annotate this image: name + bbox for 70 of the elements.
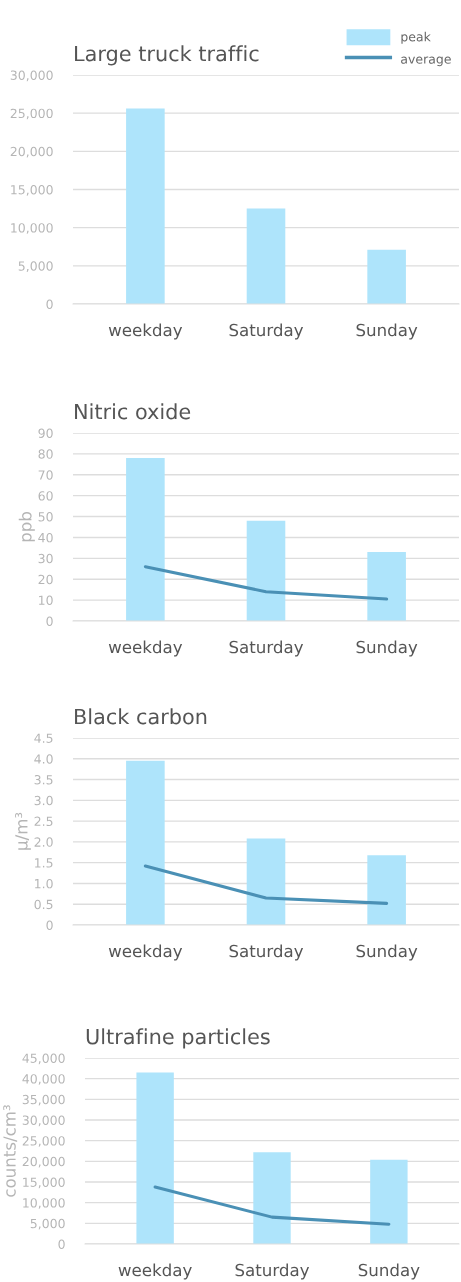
y-tick-label: 60 (38, 491, 53, 501)
x-tick-label: Sunday (356, 323, 418, 340)
x-tick-label: Sunday (358, 1263, 420, 1280)
x-tick-label: Sunday (356, 640, 418, 657)
bar (370, 1159, 408, 1244)
y-tick-label: 10 (39, 595, 53, 606)
y-tick-label: 30,000 (22, 1115, 65, 1127)
y-tick-label: 2.5 (34, 816, 53, 827)
bar (367, 249, 406, 304)
y-tick-label: 10,000 (11, 223, 53, 234)
x-tick-label: Saturday (229, 323, 304, 340)
x-tick-label: Saturday (229, 640, 304, 657)
y-tick-label: 1.5 (35, 858, 53, 868)
y-tick-label: 30,000 (10, 70, 53, 82)
bar (367, 552, 406, 621)
y-tick-label: 0 (46, 616, 53, 626)
y-tick-label: 90 (38, 428, 53, 438)
y-tick-label: 0 (58, 1239, 65, 1249)
bar (126, 760, 165, 925)
bar (126, 458, 165, 621)
chart-title: Large truck traffic (75, 45, 259, 66)
bar (246, 520, 286, 621)
y-tick-label: 25,000 (10, 108, 53, 120)
y-tick-label: 15,000 (11, 184, 53, 196)
bar (136, 1072, 174, 1244)
chart-title: Black carbon (75, 708, 207, 725)
y-tick-label: 20,000 (22, 1156, 65, 1168)
legend-label: average (401, 56, 451, 67)
bar (367, 855, 406, 925)
x-tick-label: Saturday (235, 1263, 310, 1280)
y-tick-label: 80 (38, 449, 53, 459)
y-tick-label: 5,000 (30, 1218, 65, 1230)
chart-title: Nitric oxide (75, 403, 191, 420)
y-tick-label: 0 (46, 920, 53, 930)
x-tick-label: weekday (108, 640, 183, 657)
y-tick-label: 30 (38, 553, 53, 564)
y-tick-label: 4.5 (34, 733, 53, 743)
x-tick-label: weekday (108, 323, 183, 340)
y-tick-label: 40 (38, 532, 53, 543)
y-tick-label: 50 (38, 512, 53, 522)
y-tick-label: 25,000 (22, 1136, 65, 1147)
y-tick-label: 40,000 (22, 1074, 65, 1085)
y-axis-title: μ/m³ (15, 812, 31, 850)
y-tick-label: 3.5 (34, 775, 53, 785)
y-tick-label: 20,000 (10, 146, 53, 158)
y-tick-label: 3.0 (34, 795, 53, 806)
y-tick-label: 4.0 (34, 754, 53, 764)
y-tick-label: 5,000 (18, 261, 53, 273)
y-tick-label: 20 (38, 574, 53, 585)
y-axis-title: ppb (18, 512, 35, 542)
y-tick-label: 0 (46, 299, 53, 309)
y-tick-label: 1.0 (35, 878, 53, 889)
x-tick-label: Sunday (356, 944, 418, 961)
legend-label: peak (401, 31, 431, 44)
y-axis-title: counts/cm³ (3, 1105, 18, 1197)
y-tick-label: 15,000 (23, 1177, 65, 1189)
chart-title: Ultrafine particles (86, 1028, 270, 1049)
bar (246, 838, 286, 925)
bar (253, 1152, 291, 1244)
y-tick-label: 35,000 (22, 1094, 65, 1106)
x-tick-label: Saturday (229, 944, 304, 961)
y-tick-label: 10,000 (23, 1198, 65, 1209)
x-tick-label: weekday (108, 944, 183, 961)
x-tick-label: weekday (118, 1263, 192, 1280)
y-tick-label: 2.0 (34, 837, 53, 847)
bar (246, 208, 286, 304)
y-tick-label: 70 (38, 470, 53, 480)
y-tick-label: 0.5 (34, 899, 53, 910)
bar (126, 108, 165, 304)
y-tick-label: 45,000 (22, 1053, 65, 1065)
